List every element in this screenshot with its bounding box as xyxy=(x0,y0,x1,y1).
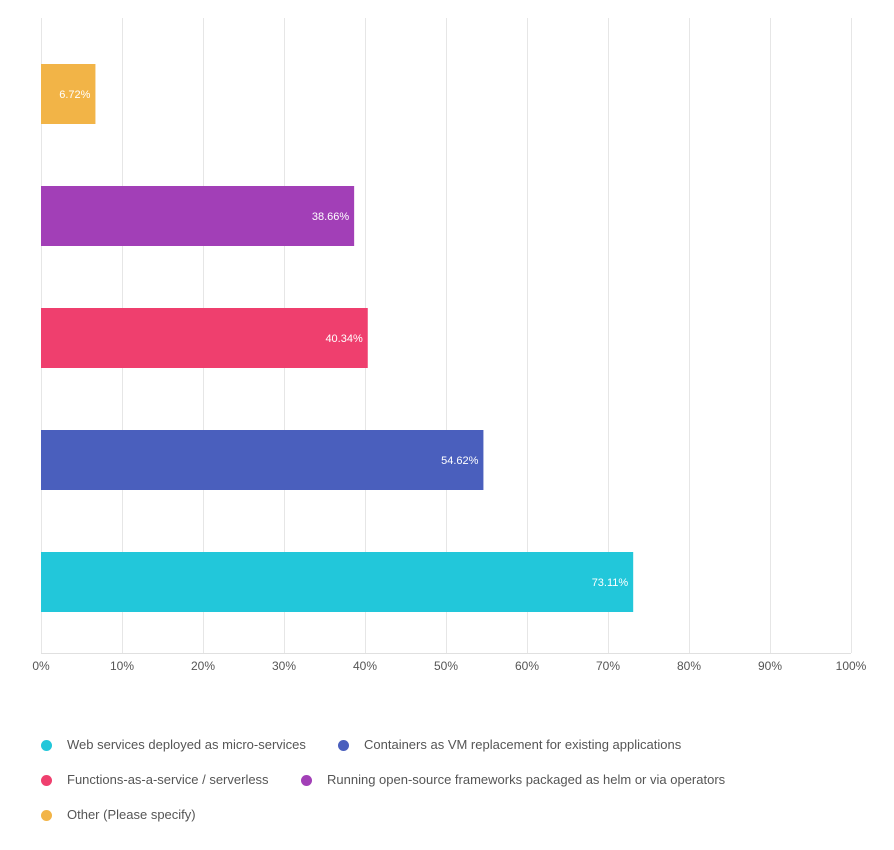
x-tick-label: 50% xyxy=(434,659,458,673)
bar[interactable] xyxy=(41,64,96,124)
bar[interactable] xyxy=(41,308,368,368)
legend-item-functions[interactable]: Functions-as-a-service / serverless xyxy=(41,770,269,790)
legend-label: Running open-source frameworks packaged … xyxy=(327,772,726,787)
legend-item-other[interactable]: Other (Please specify) xyxy=(41,805,196,825)
bar[interactable] xyxy=(41,552,634,612)
legend-label: Web services deployed as micro-services xyxy=(67,737,306,752)
legend: Web services deployed as micro-services … xyxy=(0,720,894,840)
x-tick-label: 70% xyxy=(596,659,620,673)
legend-swatch xyxy=(301,774,312,786)
bars xyxy=(41,64,634,612)
bar-chart: 6.72% 38.66% 40.34% 54.62% 73.11% 0% 10% 20% 30… xyxy=(32,18,867,673)
x-tick-label: 60% xyxy=(515,659,539,673)
data-labels: 6.72% 38.66% 40.34% 54.62% 73.11% xyxy=(59,89,628,589)
legend-item-open-source-frameworks[interactable]: Running open-source frameworks packaged … xyxy=(301,770,725,790)
legend-swatch xyxy=(41,774,52,786)
data-label: 73.11% xyxy=(592,577,629,589)
bar[interactable] xyxy=(41,430,484,490)
legend-item-web-services[interactable]: Web services deployed as micro-services xyxy=(41,735,306,755)
x-tick-label: 80% xyxy=(677,659,701,673)
x-axis-ticks: 0% 10% 20% 30% 40% 50% 60% 70% 80% 90% 100% xyxy=(32,659,866,673)
data-label: 54.62% xyxy=(441,455,479,467)
data-label: 6.72% xyxy=(59,89,90,101)
x-tick-label: 90% xyxy=(758,659,782,673)
legend-label: Containers as VM replacement for existin… xyxy=(364,737,682,752)
x-tick-label: 30% xyxy=(272,659,296,673)
x-tick-label: 100% xyxy=(836,659,867,673)
x-tick-label: 0% xyxy=(32,659,50,673)
legend-label: Other (Please specify) xyxy=(67,807,196,822)
x-tick-label: 10% xyxy=(110,659,134,673)
legend-item-containers[interactable]: Containers as VM replacement for existin… xyxy=(338,735,681,755)
x-tick-label: 20% xyxy=(191,659,215,673)
data-label: 40.34% xyxy=(325,333,363,345)
legend-label: Functions-as-a-service / serverless xyxy=(67,772,269,787)
bar[interactable] xyxy=(41,186,355,246)
legend-swatch xyxy=(41,739,52,751)
legend-swatch xyxy=(338,739,349,751)
legend-swatch xyxy=(41,809,52,821)
data-label: 38.66% xyxy=(312,211,350,223)
x-tick-label: 40% xyxy=(353,659,377,673)
